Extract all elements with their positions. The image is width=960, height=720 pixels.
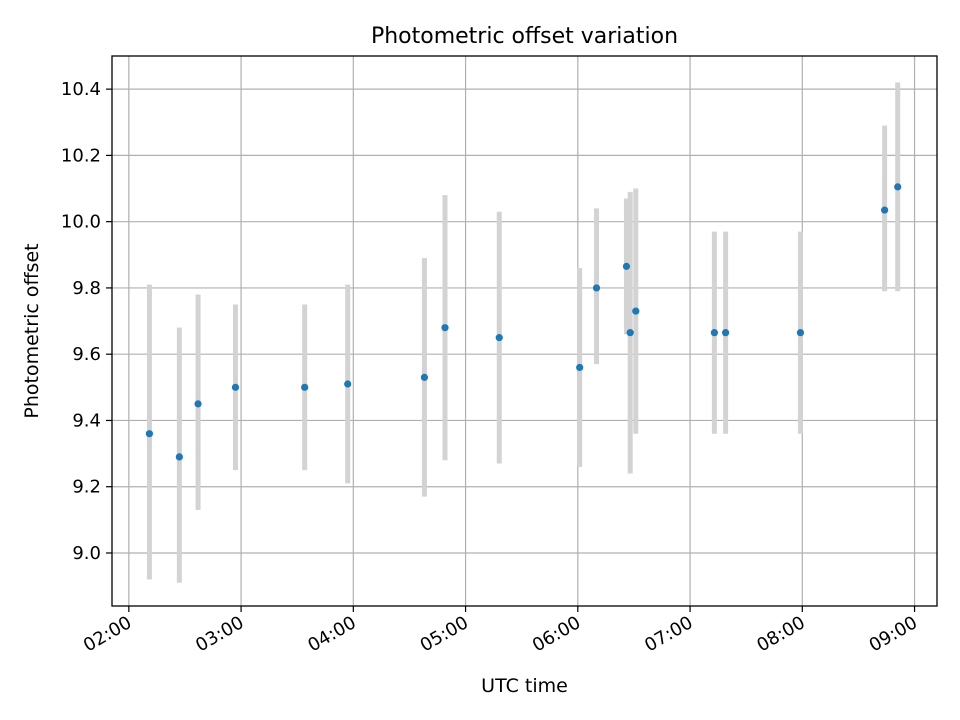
data-point [881, 206, 889, 214]
data-point [626, 329, 634, 337]
data-point [420, 373, 429, 381]
y-tick-label: 9.0 [72, 543, 101, 564]
y-tick-label: 10.0 [61, 212, 101, 233]
data-point [495, 334, 503, 342]
data-point [592, 284, 601, 292]
y-tick-label: 10.2 [61, 145, 101, 166]
y-tick-label: 9.8 [72, 278, 101, 299]
data-point [175, 453, 183, 461]
data-point [722, 329, 730, 337]
data-point [441, 324, 449, 332]
y-tick-label: 9.2 [72, 477, 101, 498]
data-point [576, 363, 584, 372]
data-point [710, 329, 718, 337]
data-point [632, 307, 640, 315]
plot-frame [111, 55, 938, 607]
y-tick-label: 9.4 [72, 410, 101, 431]
data-point [894, 183, 902, 191]
data-point [622, 262, 631, 270]
data-points [145, 183, 902, 461]
data-point [301, 383, 309, 391]
y-tick-label: 9.6 [72, 344, 101, 365]
y-tick-label: 10.4 [61, 79, 101, 100]
chart-title: Photometric offset variation [371, 24, 678, 49]
data-point [231, 383, 240, 391]
y-axis-title: Photometric offset [21, 243, 43, 418]
data-point [344, 380, 352, 388]
x-axis-title: UTC time [481, 675, 568, 697]
y-axis: 9.0 9.2 9.4 9.6 9.8 10.0 10.2 10.4 [61, 79, 112, 564]
data-point [796, 329, 805, 337]
data-point [145, 430, 154, 438]
data-point [194, 400, 202, 408]
